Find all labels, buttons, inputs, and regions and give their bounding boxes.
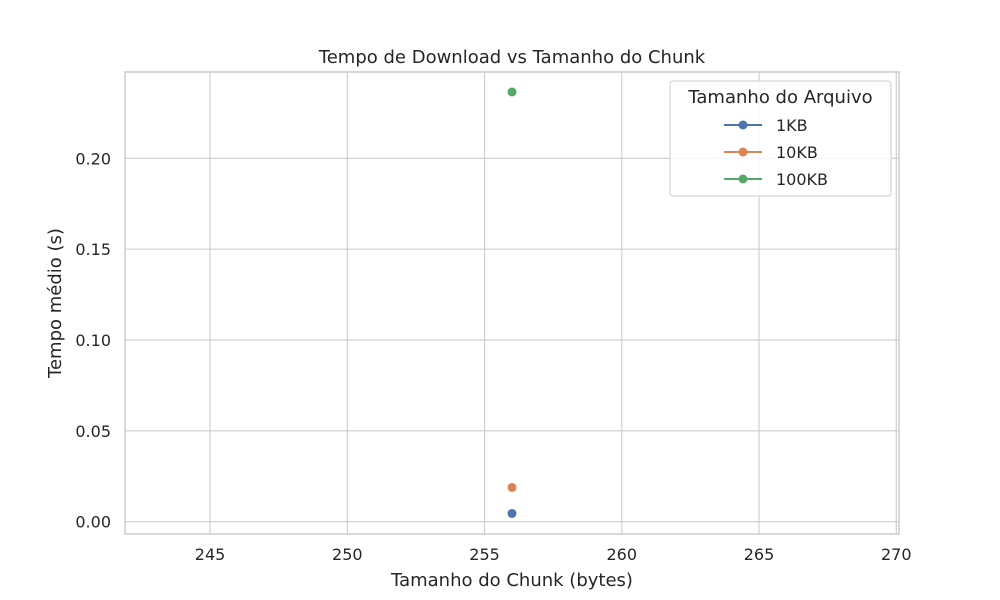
legend-entry-10kb: 10KB	[724, 143, 818, 162]
data-point-1kb	[507, 508, 517, 518]
legend-label: 10KB	[776, 143, 818, 162]
legend-label: 100KB	[776, 170, 828, 189]
y-tick-label: 0.10	[75, 331, 111, 350]
legend: Tamanho do Arquivo 1KB 10KB 100KB	[669, 80, 892, 197]
x-tick-label: 260	[607, 545, 638, 564]
legend-title: Tamanho do Arquivo	[687, 87, 872, 108]
y-tick-label: 0.15	[75, 240, 111, 259]
y-tick-label: 0.00	[75, 513, 111, 532]
legend-entries: 1KB 10KB 100KB	[724, 116, 828, 189]
legend-point-marker	[738, 120, 748, 130]
x-tick-label: 255	[469, 545, 500, 564]
data-point-10kb	[507, 482, 517, 492]
x-axis-label: Tamanho do Chunk (bytes)	[390, 570, 633, 591]
chart-title: Tempo de Download vs Tamanho do Chunk	[318, 47, 706, 68]
grid-lines	[125, 72, 899, 534]
y-tick-label: 0.20	[75, 149, 111, 168]
legend-entry-1kb: 1KB	[724, 116, 808, 135]
legend-entry-100kb: 100KB	[724, 170, 828, 189]
y-tick-label: 0.05	[75, 422, 111, 441]
legend-point-marker	[738, 174, 748, 184]
x-tick-label: 270	[881, 545, 912, 564]
x-tick-label: 245	[195, 545, 226, 564]
legend-label: 1KB	[776, 116, 808, 135]
plot-frame	[124, 71, 900, 535]
x-tick-label: 250	[332, 545, 363, 564]
legend-box	[669, 80, 892, 197]
tick-labels: 245 250 255 260 265 270 0.00 0.05 0.10 0.15 0.20	[75, 149, 911, 564]
legend-point-marker	[738, 147, 748, 157]
data-points	[507, 87, 517, 518]
data-point-100kb	[507, 87, 517, 97]
y-axis-label: Tempo médio (s)	[45, 228, 66, 379]
x-tick-label: 265	[744, 545, 775, 564]
